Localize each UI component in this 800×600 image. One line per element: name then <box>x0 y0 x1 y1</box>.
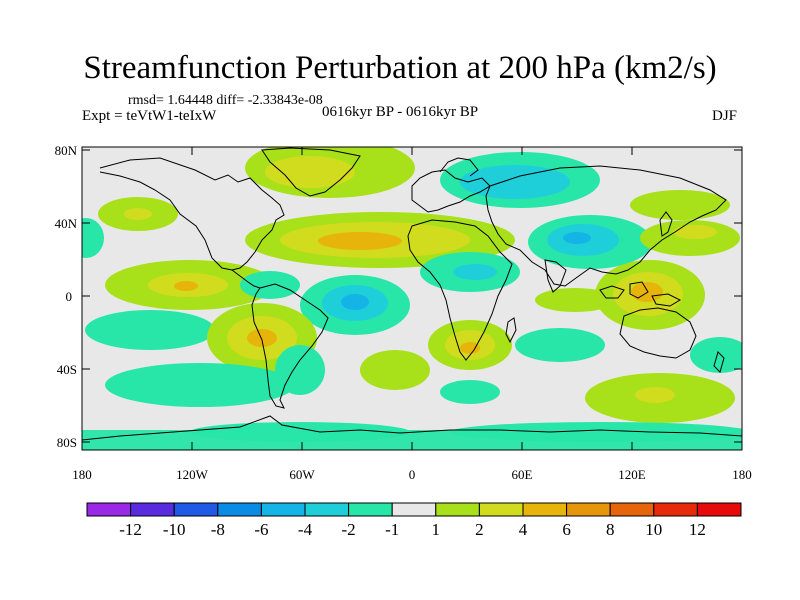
lat-label-0: 0 <box>66 289 73 304</box>
colorbar-boxes <box>86 502 742 517</box>
colorbar-label: 8 <box>606 520 615 539</box>
map-title: Streamfunction Perturbation at 200 hPa (… <box>83 50 717 86</box>
colorbar-box <box>609 502 655 517</box>
lat-label-40s: 40S <box>57 362 77 377</box>
colorbar-label: 1 <box>432 520 441 539</box>
colorbar-box <box>653 502 698 517</box>
lon-label-120w: 120W <box>176 467 209 482</box>
colorbar-box <box>173 502 219 517</box>
colorbar-label: -12 <box>119 520 142 539</box>
colorbar-label: 10 <box>645 520 662 539</box>
colorbar-label: 2 <box>475 520 484 539</box>
colorbar-box <box>478 502 524 517</box>
coastlines <box>82 147 742 441</box>
colorbar-box <box>435 502 480 517</box>
experiment-label: Expt = teVtW1-teIxW <box>82 108 217 124</box>
lon-label-180w: 180 <box>72 467 92 482</box>
colorbar-box <box>217 502 262 517</box>
colorbar-box <box>130 502 175 517</box>
colorbar-labels: -12 -10 -8 -6 -4 -2 -1 1 2 4 6 8 10 12 <box>119 520 706 539</box>
period-label: 0616kyr BP - 0616kyr BP <box>322 104 479 120</box>
lon-label-60w: 60W <box>289 467 315 482</box>
colorbar-label: -8 <box>211 520 225 539</box>
lon-label-180e: 180 <box>732 467 752 482</box>
colorbar-box <box>391 502 437 517</box>
lat-label-40n: 40N <box>55 216 78 231</box>
season-label: DJF <box>712 108 738 124</box>
colorbar-label: -6 <box>254 520 268 539</box>
colorbar-label: -2 <box>342 520 356 539</box>
colorbar-box <box>696 502 742 517</box>
lon-label-120e: 120E <box>618 467 646 482</box>
latitude-ticks <box>82 149 742 443</box>
stats-text: rmsd= 1.64448 diff= -2.33843e-08 <box>128 93 323 108</box>
lon-label-0: 0 <box>409 467 416 482</box>
colorbar-box <box>260 502 306 517</box>
colorbar: -12 -10 -8 -6 -4 -2 -1 1 2 4 6 8 10 12 <box>86 502 742 539</box>
colorbar-label: 12 <box>689 520 706 539</box>
colorbar-label: 6 <box>562 520 571 539</box>
colorbar-box <box>304 502 350 517</box>
colorbar-label: -10 <box>163 520 186 539</box>
longitude-ticks <box>81 147 743 450</box>
colorbar-box <box>522 502 568 517</box>
colorbar-box <box>566 502 611 517</box>
colorbar-box <box>86 502 132 517</box>
colorbar-label: -1 <box>385 520 399 539</box>
streamfunction-field <box>82 147 742 450</box>
lat-label-80n: 80N <box>55 143 78 158</box>
colorbar-label: 4 <box>519 520 528 539</box>
colorbar-box <box>348 502 393 517</box>
lon-label-60e: 60E <box>512 467 533 482</box>
colorbar-label: -4 <box>298 520 313 539</box>
lat-label-80s: 80S <box>57 435 77 450</box>
